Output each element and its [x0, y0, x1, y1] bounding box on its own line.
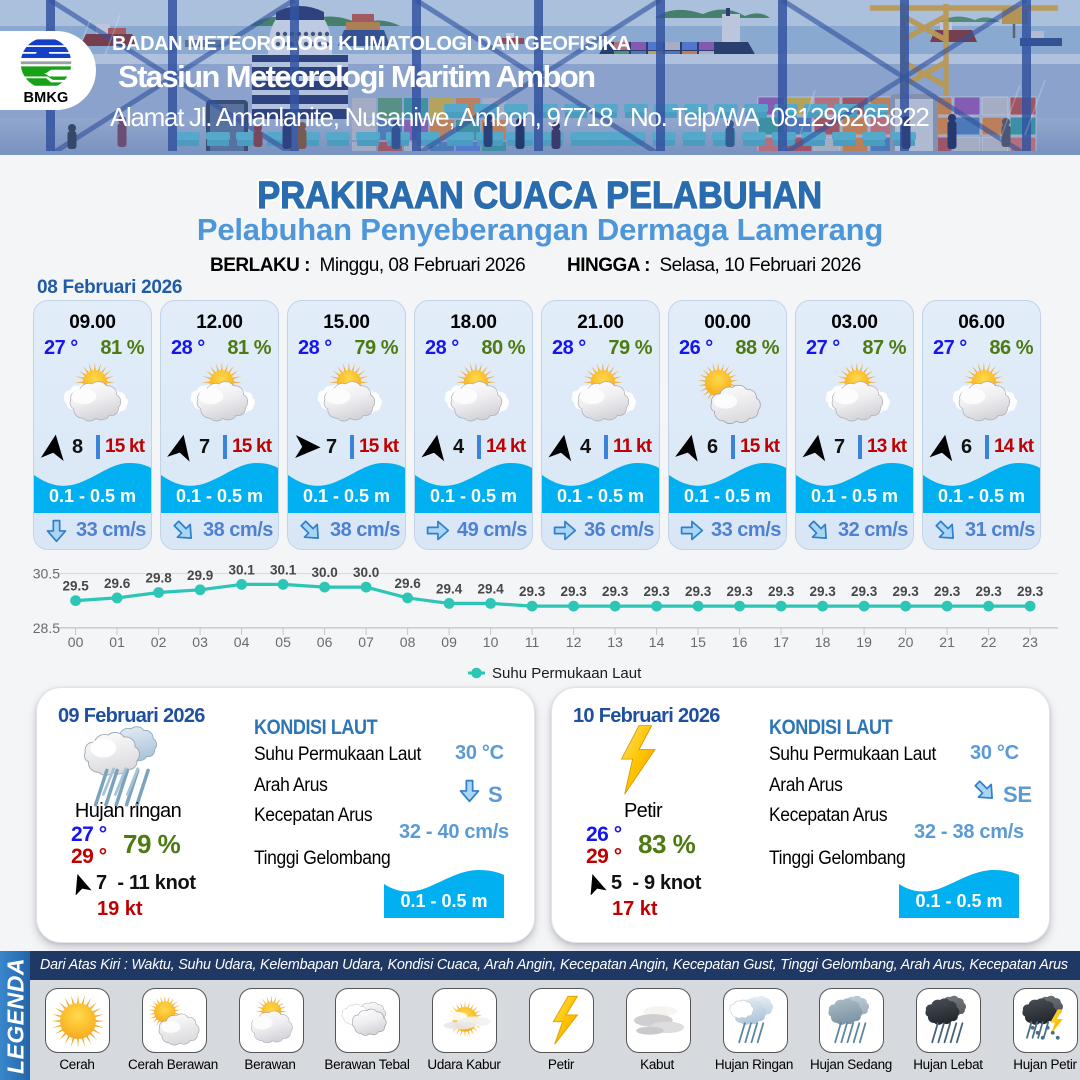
svg-text:29.3: 29.3: [809, 584, 836, 599]
svg-text:14: 14: [649, 634, 665, 650]
svg-text:29.6: 29.6: [104, 576, 131, 591]
svg-text:30.5: 30.5: [33, 566, 60, 582]
svg-text:29.3: 29.3: [643, 584, 670, 599]
svg-text:19: 19: [856, 634, 872, 650]
svg-text:18: 18: [815, 634, 831, 650]
svg-text:29.6: 29.6: [394, 576, 421, 591]
svg-text:04: 04: [234, 634, 250, 650]
svg-text:13: 13: [607, 634, 623, 650]
svg-text:08: 08: [400, 634, 416, 650]
svg-text:29.4: 29.4: [477, 581, 504, 596]
svg-text:29.3: 29.3: [768, 584, 795, 599]
svg-text:28.5: 28.5: [33, 620, 60, 636]
svg-text:29.3: 29.3: [892, 584, 919, 599]
svg-text:01: 01: [109, 634, 125, 650]
svg-text:29.3: 29.3: [602, 584, 629, 599]
svg-text:Suhu Permukaan Laut: Suhu Permukaan Laut: [492, 665, 642, 682]
svg-text:00: 00: [68, 634, 84, 650]
svg-text:09: 09: [441, 634, 457, 650]
svg-text:29.5: 29.5: [62, 579, 89, 594]
svg-text:21: 21: [939, 634, 955, 650]
svg-text:29.3: 29.3: [975, 584, 1002, 599]
svg-text:29.3: 29.3: [934, 584, 961, 599]
svg-text:23: 23: [1022, 634, 1038, 650]
svg-text:20: 20: [898, 634, 914, 650]
svg-text:03: 03: [192, 634, 208, 650]
svg-text:29.3: 29.3: [519, 584, 546, 599]
svg-text:15: 15: [690, 634, 706, 650]
svg-text:17: 17: [773, 634, 789, 650]
svg-text:29.3: 29.3: [726, 584, 753, 599]
svg-text:30.1: 30.1: [270, 562, 297, 577]
svg-text:02: 02: [151, 634, 167, 650]
svg-text:10: 10: [483, 634, 499, 650]
svg-text:29.3: 29.3: [851, 584, 878, 599]
svg-text:29.4: 29.4: [436, 581, 463, 596]
svg-text:07: 07: [358, 634, 374, 650]
svg-text:29.3: 29.3: [685, 584, 712, 599]
svg-text:12: 12: [566, 634, 582, 650]
svg-text:05: 05: [275, 634, 291, 650]
svg-text:29.8: 29.8: [145, 571, 172, 586]
svg-text:29.9: 29.9: [187, 568, 213, 583]
svg-text:22: 22: [981, 634, 997, 650]
svg-text:30.1: 30.1: [228, 562, 255, 577]
svg-text:29.3: 29.3: [560, 584, 587, 599]
svg-text:16: 16: [732, 634, 748, 650]
svg-text:30.0: 30.0: [353, 565, 379, 580]
svg-text:29.3: 29.3: [1017, 584, 1044, 599]
svg-text:11: 11: [525, 634, 540, 650]
svg-text:30.0: 30.0: [311, 565, 337, 580]
svg-text:06: 06: [317, 634, 333, 650]
